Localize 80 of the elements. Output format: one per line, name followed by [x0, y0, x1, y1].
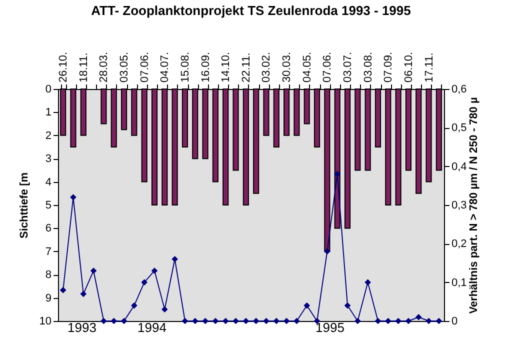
point — [415, 314, 422, 320]
point — [384, 318, 392, 324]
y-tick-label: 3 — [45, 153, 52, 166]
point — [395, 318, 402, 324]
y2-tick-label: 0 — [452, 316, 458, 328]
point — [182, 318, 188, 324]
y-tick-label: 1 — [45, 106, 52, 119]
x-tick-label: 30.03. — [281, 52, 294, 82]
point — [294, 318, 300, 324]
x-tick-label: 16.09. — [200, 52, 212, 82]
point — [141, 279, 148, 286]
point — [304, 302, 310, 309]
y2-tick-label: 0,2 — [452, 238, 467, 250]
y2-tick-label: 0,4 — [452, 160, 467, 173]
x-tick-label: 07.09. — [382, 52, 395, 82]
y-tick-label: 8 — [45, 269, 52, 282]
x-tick-label: 04.07. — [159, 52, 172, 82]
point — [405, 318, 412, 324]
y-tick-label: 4 — [45, 176, 52, 188]
annotation: 1995 — [316, 320, 344, 335]
y-tick-label: 0 — [45, 84, 52, 96]
y2-tick-label: 0,1 — [452, 276, 467, 289]
point — [242, 318, 250, 324]
point — [263, 318, 270, 324]
x-tick-label: 14.10. — [220, 52, 232, 82]
point — [344, 302, 351, 309]
point — [110, 318, 118, 324]
y-tick-label: 10 — [39, 316, 52, 328]
point — [273, 318, 280, 324]
point — [172, 256, 178, 262]
x-tick-label: 04.05. — [301, 52, 314, 82]
x-tick-label: 03.07. — [342, 52, 354, 82]
point — [436, 318, 442, 324]
y2-tick-label: 0,5 — [452, 122, 467, 134]
point — [202, 318, 208, 324]
point — [100, 318, 107, 324]
point — [374, 318, 382, 324]
point — [120, 318, 128, 324]
point — [426, 318, 432, 324]
x-tick-label: 28.03. — [98, 52, 110, 82]
y2-axis-title: Verhältnis part. N > 780 µm / N 250 - 780 µ — [468, 97, 480, 314]
x-tick-label: 22.11. — [240, 52, 252, 82]
x-tick-label: 07.06. — [322, 52, 334, 82]
point — [222, 318, 229, 324]
point — [70, 194, 76, 200]
point — [364, 279, 371, 286]
point — [80, 290, 87, 298]
x-tick-label: 03.02. — [260, 52, 273, 82]
x-tick-label: 03.08. — [362, 52, 374, 82]
point — [324, 248, 330, 255]
y-tick-label: 2 — [45, 130, 52, 142]
point — [161, 306, 168, 313]
point — [252, 318, 260, 324]
point — [60, 286, 66, 294]
point — [283, 318, 290, 324]
point — [131, 302, 138, 309]
point — [192, 318, 198, 324]
y-axis-title: Sichttiefe [m — [18, 172, 30, 239]
y-tick-label: 9 — [45, 292, 52, 304]
point — [334, 170, 341, 178]
x-tick-label: 07.06. — [138, 52, 151, 82]
y-tick-label: 6 — [45, 222, 52, 235]
x-tick-label: 18.11. — [78, 52, 90, 82]
point — [151, 268, 158, 274]
annotation: 1993 — [68, 320, 96, 335]
x-tick-label: 03.05. — [118, 52, 131, 82]
y-tick-label: 7 — [45, 246, 52, 258]
chart-title: ATT- Zooplanktonprojekt TS Zeulenroda 1993 - 1995 — [90, 3, 412, 18]
point — [90, 268, 97, 274]
y-tick-label: 5 — [45, 200, 52, 212]
x-tick-label: 26.10. — [58, 52, 70, 82]
point — [354, 318, 361, 324]
x-tick-label: 15.08. — [179, 52, 192, 82]
point — [212, 318, 219, 324]
x-tick-label: 17.11. — [423, 52, 436, 82]
y2-tick-label: 0,3 — [452, 200, 467, 212]
annotation: 1994 — [138, 320, 166, 335]
y2-tick-label: 0,6 — [452, 84, 467, 96]
point — [232, 318, 239, 324]
x-tick-label: 06.10. — [402, 52, 415, 82]
